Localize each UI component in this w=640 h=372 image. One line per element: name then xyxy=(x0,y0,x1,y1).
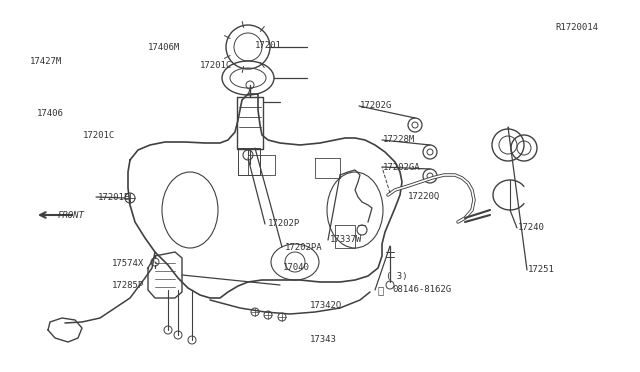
Text: ( 3): ( 3) xyxy=(386,273,408,282)
Text: 17201: 17201 xyxy=(255,42,282,51)
Text: 17343: 17343 xyxy=(310,336,337,344)
Text: 17228M: 17228M xyxy=(383,135,415,144)
Text: FRONT: FRONT xyxy=(58,211,85,219)
Text: 17337W: 17337W xyxy=(330,235,362,244)
Text: R1720014: R1720014 xyxy=(555,23,598,32)
Text: 17574X: 17574X xyxy=(112,260,144,269)
Text: 17342Q: 17342Q xyxy=(310,301,342,310)
Text: 17285P: 17285P xyxy=(112,280,144,289)
Text: 17201C: 17201C xyxy=(200,61,232,70)
Text: Ⓑ: Ⓑ xyxy=(378,285,384,295)
Text: 08146-8162G: 08146-8162G xyxy=(392,285,451,295)
Text: 17202G: 17202G xyxy=(360,102,392,110)
Text: 17202GA: 17202GA xyxy=(383,163,420,171)
Text: 17240: 17240 xyxy=(518,224,545,232)
Text: 17251: 17251 xyxy=(528,266,555,275)
Text: 17220Q: 17220Q xyxy=(408,192,440,201)
Text: 17201C: 17201C xyxy=(83,131,115,140)
Text: 17406M: 17406M xyxy=(148,44,180,52)
Text: 17202P: 17202P xyxy=(268,219,300,228)
Text: 17406: 17406 xyxy=(37,109,64,118)
Text: 17202PA: 17202PA xyxy=(285,243,323,251)
Text: 17040: 17040 xyxy=(283,263,310,272)
Text: 17427M: 17427M xyxy=(30,57,62,65)
Text: 17201E: 17201E xyxy=(98,192,131,202)
